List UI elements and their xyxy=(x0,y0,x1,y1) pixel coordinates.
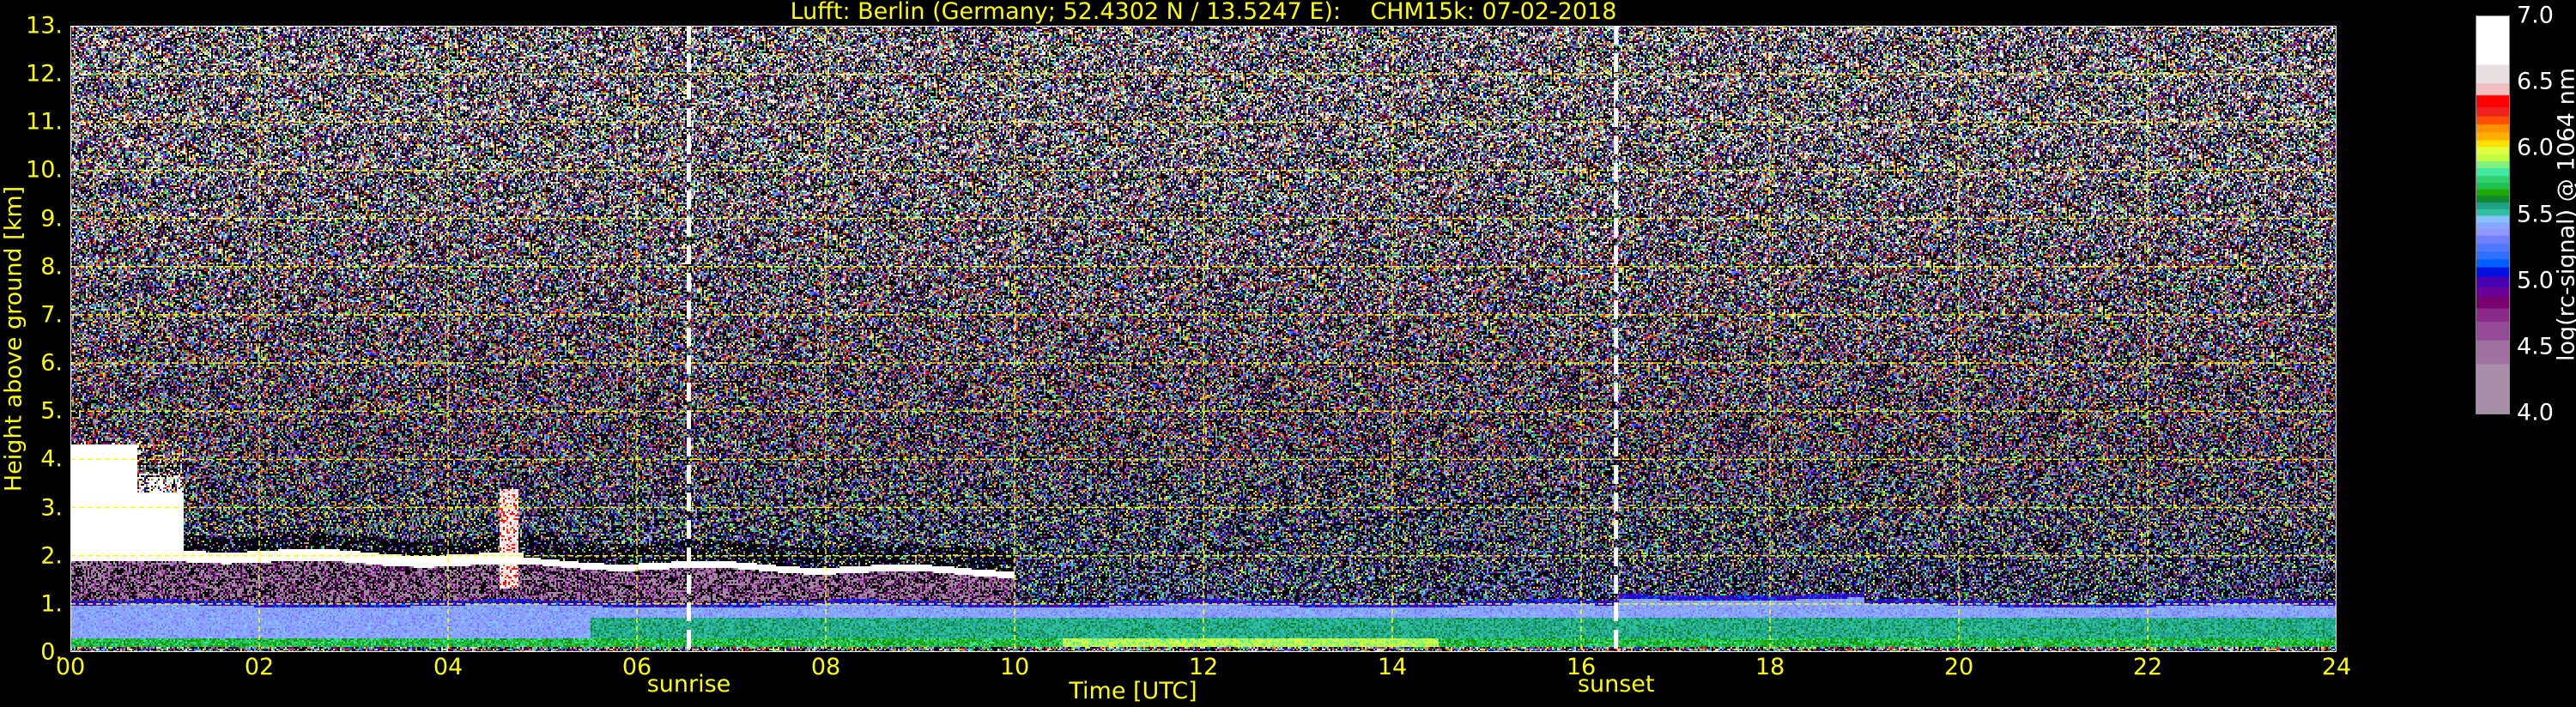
x-tick-label: 00 xyxy=(55,654,86,680)
y-tick-label: 11. xyxy=(26,108,63,136)
x-tick-label: 08 xyxy=(810,654,841,680)
x-axis-label: Time [UTC] xyxy=(1069,678,1197,704)
y-tick-label: 6. xyxy=(40,349,63,377)
y-tick-label: 10. xyxy=(26,156,63,184)
colorbar-tick-label: 4.0 xyxy=(2517,399,2554,426)
x-tick-label: 12 xyxy=(1188,654,1219,680)
colorbar-tick-label: 5.0 xyxy=(2517,267,2554,294)
sunset-label: sunset xyxy=(1577,671,1655,698)
colorbar-tick-label: 4.5 xyxy=(2517,333,2554,360)
chart-title: Lufft: Berlin (Germany; 52.4302 N / 13.5… xyxy=(790,0,1617,25)
y-tick-label: 5. xyxy=(40,397,63,425)
x-tick-label: 02 xyxy=(244,654,275,680)
sunrise-label: sunrise xyxy=(646,671,731,698)
y-tick-label: 3. xyxy=(40,494,63,522)
colorbar-tick-label: 5.5 xyxy=(2517,201,2554,227)
colorbar-label: log(rc-signal) @ 1064 nm xyxy=(2553,67,2576,362)
y-axis-label: Height above ground [km] xyxy=(0,185,27,492)
x-tick-label: 16 xyxy=(1566,654,1597,680)
x-tick-label: 20 xyxy=(1943,654,1974,680)
x-tick-label: 10 xyxy=(999,654,1030,680)
y-tick-label: 13. xyxy=(26,12,63,39)
x-tick-label: 06 xyxy=(621,654,652,680)
x-tick-label: 22 xyxy=(2132,654,2163,680)
plot-area xyxy=(70,26,2337,652)
y-tick-label: 7. xyxy=(40,301,63,329)
colorbar xyxy=(2476,15,2510,414)
colorbar-tick-label: 6.5 xyxy=(2517,68,2554,95)
plot-overlay xyxy=(70,26,2337,652)
x-tick-label: 14 xyxy=(1377,654,1408,680)
x-tick-label: 24 xyxy=(2321,654,2352,680)
y-tick-label: 9. xyxy=(40,205,63,233)
y-tick-label: 0. xyxy=(40,638,63,666)
x-tick-label: 04 xyxy=(433,654,464,680)
colorbar-tick-label: 6.0 xyxy=(2517,134,2554,161)
colorbar-tick-label: 7.0 xyxy=(2517,2,2554,29)
y-tick-label: 2. xyxy=(40,542,63,570)
y-tick-label: 8. xyxy=(40,253,63,281)
y-tick-label: 12. xyxy=(26,60,63,88)
y-tick-label: 1. xyxy=(40,590,63,618)
x-tick-label: 18 xyxy=(1755,654,1785,680)
plot-frame xyxy=(70,26,2337,652)
y-tick-label: 4. xyxy=(40,445,63,473)
